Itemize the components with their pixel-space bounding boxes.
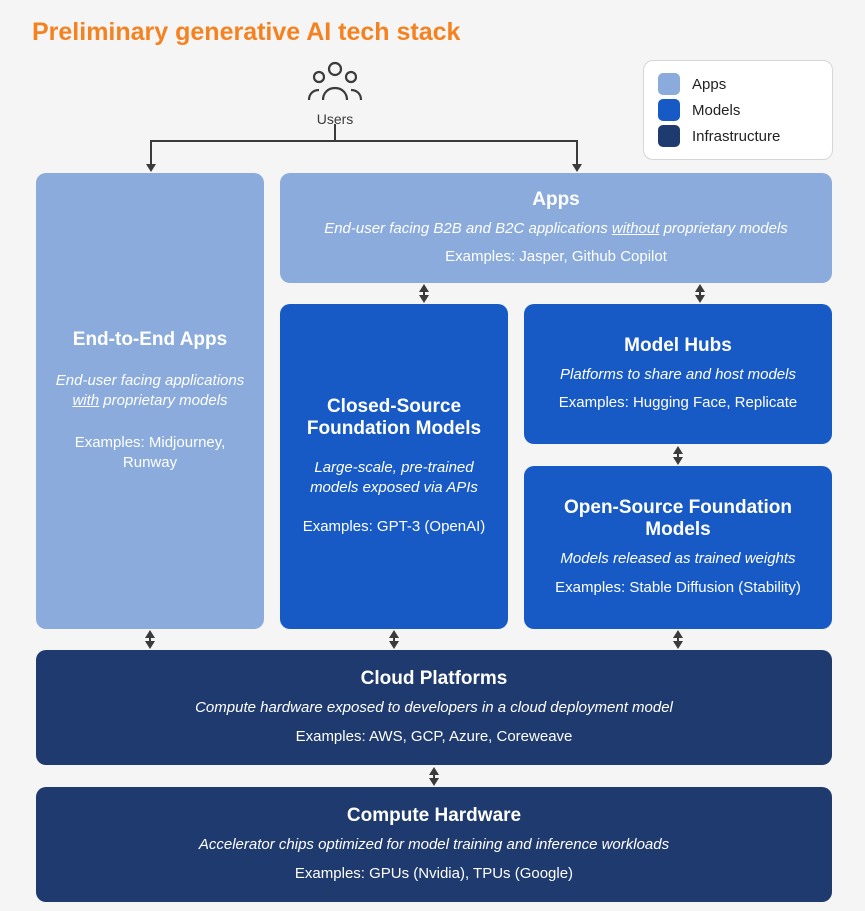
connector-line xyxy=(149,636,151,643)
box-examples: Examples: AWS, GCP, Azure, Coreweave xyxy=(296,727,573,747)
connector-line xyxy=(423,290,425,297)
users-icon xyxy=(305,60,365,104)
box-model-hubs: Model Hubs Platforms to share and host m… xyxy=(524,304,832,444)
legend-label: Models xyxy=(692,102,740,119)
box-cloud-platforms: Cloud Platforms Compute hardware exposed… xyxy=(36,650,832,765)
box-open-source-models: Open-Source Foundation Models Models rel… xyxy=(524,466,832,629)
legend-row: Infrastructure xyxy=(658,123,818,149)
legend-label: Apps xyxy=(692,76,726,93)
box-desc: Large-scale, pre-trained models exposed … xyxy=(296,458,492,499)
legend-swatch-apps xyxy=(658,73,680,95)
box-examples: Examples: Stable Diffusion (Stability) xyxy=(555,578,801,598)
connector-line xyxy=(677,452,679,459)
connector-line xyxy=(334,124,336,140)
box-examples: Examples: Midjourney, Runway xyxy=(52,433,248,474)
connector-line xyxy=(576,140,578,165)
legend-swatch-models xyxy=(658,99,680,121)
box-end-to-end-apps: End-to-End Apps End-user facing applicat… xyxy=(36,173,264,629)
box-title: Apps xyxy=(532,189,580,211)
connector-line xyxy=(433,773,435,780)
box-desc: End-user facing B2B and B2C applications… xyxy=(324,219,788,239)
box-apps: Apps End-user facing B2B and B2C applica… xyxy=(280,173,832,283)
box-title: Closed-Source Foundation Models xyxy=(296,396,492,440)
box-desc: Models released as trained weights xyxy=(560,549,795,569)
legend-label: Infrastructure xyxy=(692,128,780,145)
legend-swatch-infra xyxy=(658,125,680,147)
box-title: Model Hubs xyxy=(624,335,732,357)
box-examples: Examples: GPUs (Nvidia), TPUs (Google) xyxy=(295,864,573,884)
box-desc: Platforms to share and host models xyxy=(560,365,796,385)
box-desc: Compute hardware exposed to developers i… xyxy=(195,698,673,718)
legend-row: Apps xyxy=(658,71,818,97)
connector-line xyxy=(150,140,577,142)
page-title: Preliminary generative AI tech stack xyxy=(32,18,460,47)
box-title: End-to-End Apps xyxy=(73,329,227,351)
arrow-head-icon xyxy=(572,164,582,172)
box-desc: End-user facing applications with propri… xyxy=(52,371,248,412)
users-block: Users xyxy=(300,60,370,127)
arrow-head-icon xyxy=(146,164,156,172)
box-desc: Accelerator chips optimized for model tr… xyxy=(199,835,669,855)
box-closed-source-models: Closed-Source Foundation Models Large-sc… xyxy=(280,304,508,629)
connector-line xyxy=(393,636,395,643)
box-title: Open-Source Foundation Models xyxy=(540,497,816,541)
legend-row: Models xyxy=(658,97,818,123)
connector-line xyxy=(150,140,152,165)
box-examples: Examples: Jasper, Github Copilot xyxy=(445,247,667,267)
box-compute-hardware: Compute Hardware Accelerator chips optim… xyxy=(36,787,832,902)
connector-line xyxy=(677,636,679,643)
box-examples: Examples: Hugging Face, Replicate xyxy=(559,393,797,413)
connector-line xyxy=(699,290,701,297)
box-title: Cloud Platforms xyxy=(361,668,508,690)
box-title: Compute Hardware xyxy=(347,805,521,827)
legend: Apps Models Infrastructure xyxy=(643,60,833,160)
box-examples: Examples: GPT-3 (OpenAI) xyxy=(303,517,486,537)
